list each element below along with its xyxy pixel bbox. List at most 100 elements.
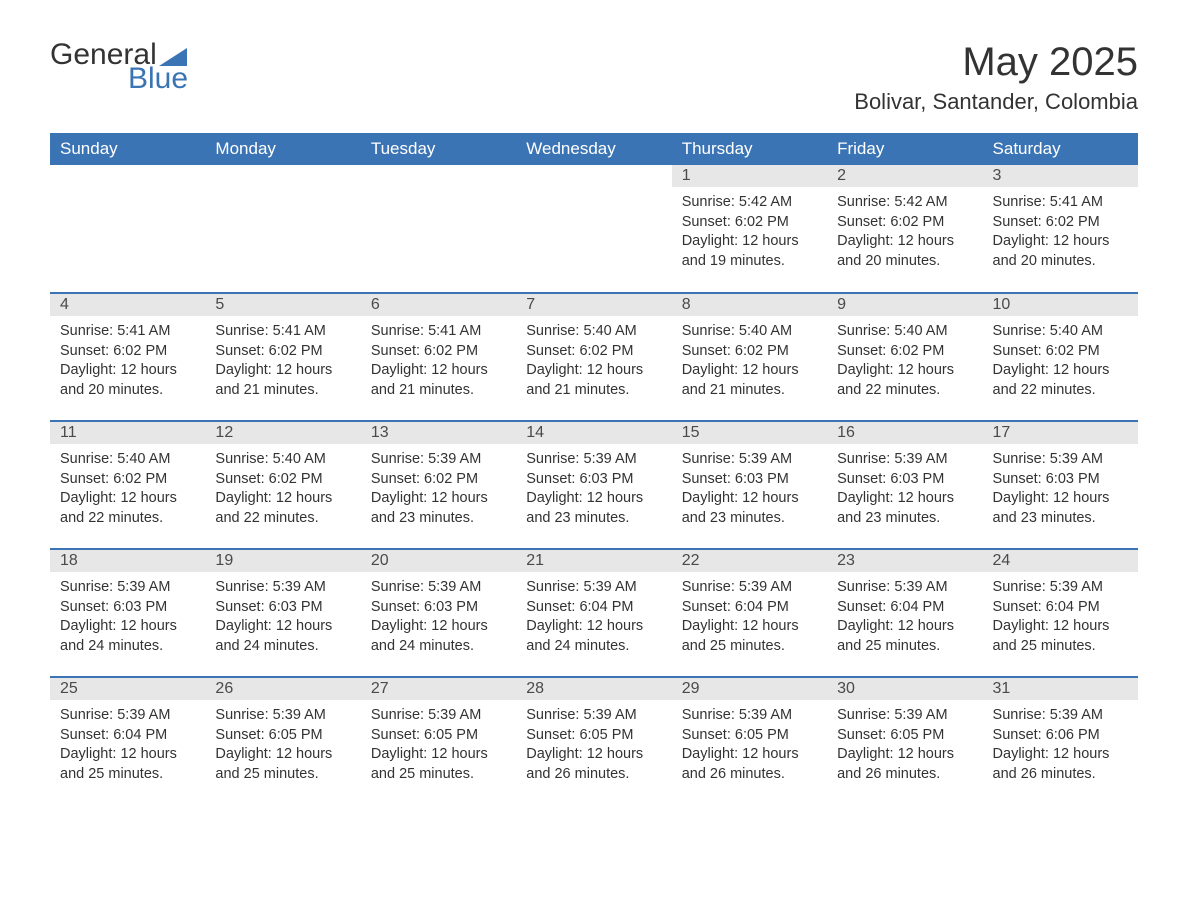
sunrise-line: Sunrise: 5:39 AM <box>526 578 661 598</box>
weekday-header: Tuesday <box>361 133 516 165</box>
sunset-label: Sunset: <box>993 599 1042 615</box>
day-number: 16 <box>827 422 982 444</box>
sunset-value: 6:03 PM <box>890 471 944 487</box>
sunrise-line: Sunrise: 5:39 AM <box>371 706 506 726</box>
sunrise-line: Sunrise: 5:40 AM <box>837 322 972 342</box>
day-number: 19 <box>205 550 360 572</box>
sunrise-label: Sunrise: <box>993 194 1046 210</box>
sunrise-line: Sunrise: 5:40 AM <box>993 322 1128 342</box>
daylight-label: Daylight: <box>837 362 893 378</box>
sunrise-value: 5:39 AM <box>428 451 481 467</box>
day-details: Sunrise: 5:39 AMSunset: 6:03 PMDaylight:… <box>672 444 827 534</box>
sunset-value: 6:02 PM <box>269 343 323 359</box>
daylight-line: Daylight: 12 hours and 22 minutes. <box>215 489 350 528</box>
day-number: 24 <box>983 550 1138 572</box>
daylight-label: Daylight: <box>60 618 116 634</box>
sunrise-label: Sunrise: <box>371 323 424 339</box>
sunset-line: Sunset: 6:02 PM <box>526 342 661 362</box>
day-details: Sunrise: 5:39 AMSunset: 6:06 PMDaylight:… <box>983 700 1138 790</box>
daylight-line: Daylight: 12 hours and 20 minutes. <box>993 232 1128 271</box>
sunset-label: Sunset: <box>526 343 575 359</box>
sunset-label: Sunset: <box>371 471 420 487</box>
sunrise-line: Sunrise: 5:39 AM <box>993 706 1128 726</box>
daylight-label: Daylight: <box>526 490 582 506</box>
day-number: 27 <box>361 678 516 700</box>
sunrise-label: Sunrise: <box>60 579 113 595</box>
daylight-label: Daylight: <box>371 746 427 762</box>
calendar-day-cell: 17Sunrise: 5:39 AMSunset: 6:03 PMDayligh… <box>983 421 1138 549</box>
day-details: Sunrise: 5:39 AMSunset: 6:05 PMDaylight:… <box>205 700 360 790</box>
daylight-label: Daylight: <box>993 233 1049 249</box>
sunrise-label: Sunrise: <box>526 707 579 723</box>
sunrise-value: 5:39 AM <box>428 707 481 723</box>
day-details: Sunrise: 5:41 AMSunset: 6:02 PMDaylight:… <box>983 187 1138 277</box>
sunset-line: Sunset: 6:04 PM <box>526 598 661 618</box>
day-details: Sunrise: 5:40 AMSunset: 6:02 PMDaylight:… <box>205 444 360 534</box>
sunrise-value: 5:40 AM <box>894 323 947 339</box>
calendar-day-cell: 5Sunrise: 5:41 AMSunset: 6:02 PMDaylight… <box>205 293 360 421</box>
day-number-empty <box>361 165 516 187</box>
daylight-label: Daylight: <box>682 233 738 249</box>
daylight-label: Daylight: <box>526 618 582 634</box>
day-number-empty <box>516 165 671 187</box>
sunrise-label: Sunrise: <box>837 451 890 467</box>
sunset-line: Sunset: 6:03 PM <box>526 470 661 490</box>
sunset-label: Sunset: <box>371 343 420 359</box>
sunset-value: 6:03 PM <box>269 599 323 615</box>
day-details: Sunrise: 5:39 AMSunset: 6:02 PMDaylight:… <box>361 444 516 534</box>
sunset-label: Sunset: <box>682 214 731 230</box>
sunset-line: Sunset: 6:02 PM <box>371 470 506 490</box>
calendar-day-cell: 9Sunrise: 5:40 AMSunset: 6:02 PMDaylight… <box>827 293 982 421</box>
sunset-value: 6:02 PM <box>113 343 167 359</box>
sunset-label: Sunset: <box>837 343 886 359</box>
day-details: Sunrise: 5:39 AMSunset: 6:03 PMDaylight:… <box>827 444 982 534</box>
day-number: 29 <box>672 678 827 700</box>
sunset-label: Sunset: <box>993 343 1042 359</box>
sunset-label: Sunset: <box>837 599 886 615</box>
weekday-header-row: SundayMondayTuesdayWednesdayThursdayFrid… <box>50 133 1138 165</box>
calendar-day-cell: 10Sunrise: 5:40 AMSunset: 6:02 PMDayligh… <box>983 293 1138 421</box>
calendar-day-cell <box>205 165 360 293</box>
sunset-value: 6:02 PM <box>1046 343 1100 359</box>
sunset-value: 6:05 PM <box>424 727 478 743</box>
day-number: 15 <box>672 422 827 444</box>
sunrise-label: Sunrise: <box>837 579 890 595</box>
daylight-label: Daylight: <box>682 746 738 762</box>
sunset-label: Sunset: <box>60 343 109 359</box>
sunset-value: 6:02 PM <box>113 471 167 487</box>
sunrise-label: Sunrise: <box>682 707 735 723</box>
day-number: 30 <box>827 678 982 700</box>
sunrise-label: Sunrise: <box>993 323 1046 339</box>
day-number: 4 <box>50 294 205 316</box>
sunset-value: 6:03 PM <box>579 471 633 487</box>
day-number: 3 <box>983 165 1138 187</box>
day-details: Sunrise: 5:41 AMSunset: 6:02 PMDaylight:… <box>50 316 205 406</box>
daylight-line: Daylight: 12 hours and 23 minutes. <box>371 489 506 528</box>
sunrise-line: Sunrise: 5:41 AM <box>60 322 195 342</box>
day-details: Sunrise: 5:39 AMSunset: 6:05 PMDaylight:… <box>827 700 982 790</box>
daylight-label: Daylight: <box>993 746 1049 762</box>
daylight-line: Daylight: 12 hours and 25 minutes. <box>682 617 817 656</box>
sunset-line: Sunset: 6:02 PM <box>215 470 350 490</box>
sunrise-line: Sunrise: 5:39 AM <box>60 706 195 726</box>
sunset-label: Sunset: <box>837 471 886 487</box>
calendar-day-cell: 23Sunrise: 5:39 AMSunset: 6:04 PMDayligh… <box>827 549 982 677</box>
day-number: 9 <box>827 294 982 316</box>
sunset-value: 6:03 PM <box>424 599 478 615</box>
daylight-line: Daylight: 12 hours and 21 minutes. <box>526 361 661 400</box>
sunset-label: Sunset: <box>526 471 575 487</box>
sunset-line: Sunset: 6:03 PM <box>215 598 350 618</box>
sunset-line: Sunset: 6:02 PM <box>993 213 1128 233</box>
daylight-label: Daylight: <box>215 746 271 762</box>
daylight-line: Daylight: 12 hours and 25 minutes. <box>993 617 1128 656</box>
sunrise-label: Sunrise: <box>215 323 268 339</box>
sunrise-line: Sunrise: 5:41 AM <box>215 322 350 342</box>
day-details: Sunrise: 5:42 AMSunset: 6:02 PMDaylight:… <box>672 187 827 277</box>
sunrise-value: 5:39 AM <box>894 579 947 595</box>
sunrise-value: 5:42 AM <box>894 194 947 210</box>
sunset-label: Sunset: <box>682 471 731 487</box>
location-subtitle: Bolivar, Santander, Colombia <box>854 89 1138 115</box>
day-details: Sunrise: 5:39 AMSunset: 6:04 PMDaylight:… <box>516 572 671 662</box>
sunrise-line: Sunrise: 5:39 AM <box>993 450 1128 470</box>
daylight-line: Daylight: 12 hours and 25 minutes. <box>837 617 972 656</box>
